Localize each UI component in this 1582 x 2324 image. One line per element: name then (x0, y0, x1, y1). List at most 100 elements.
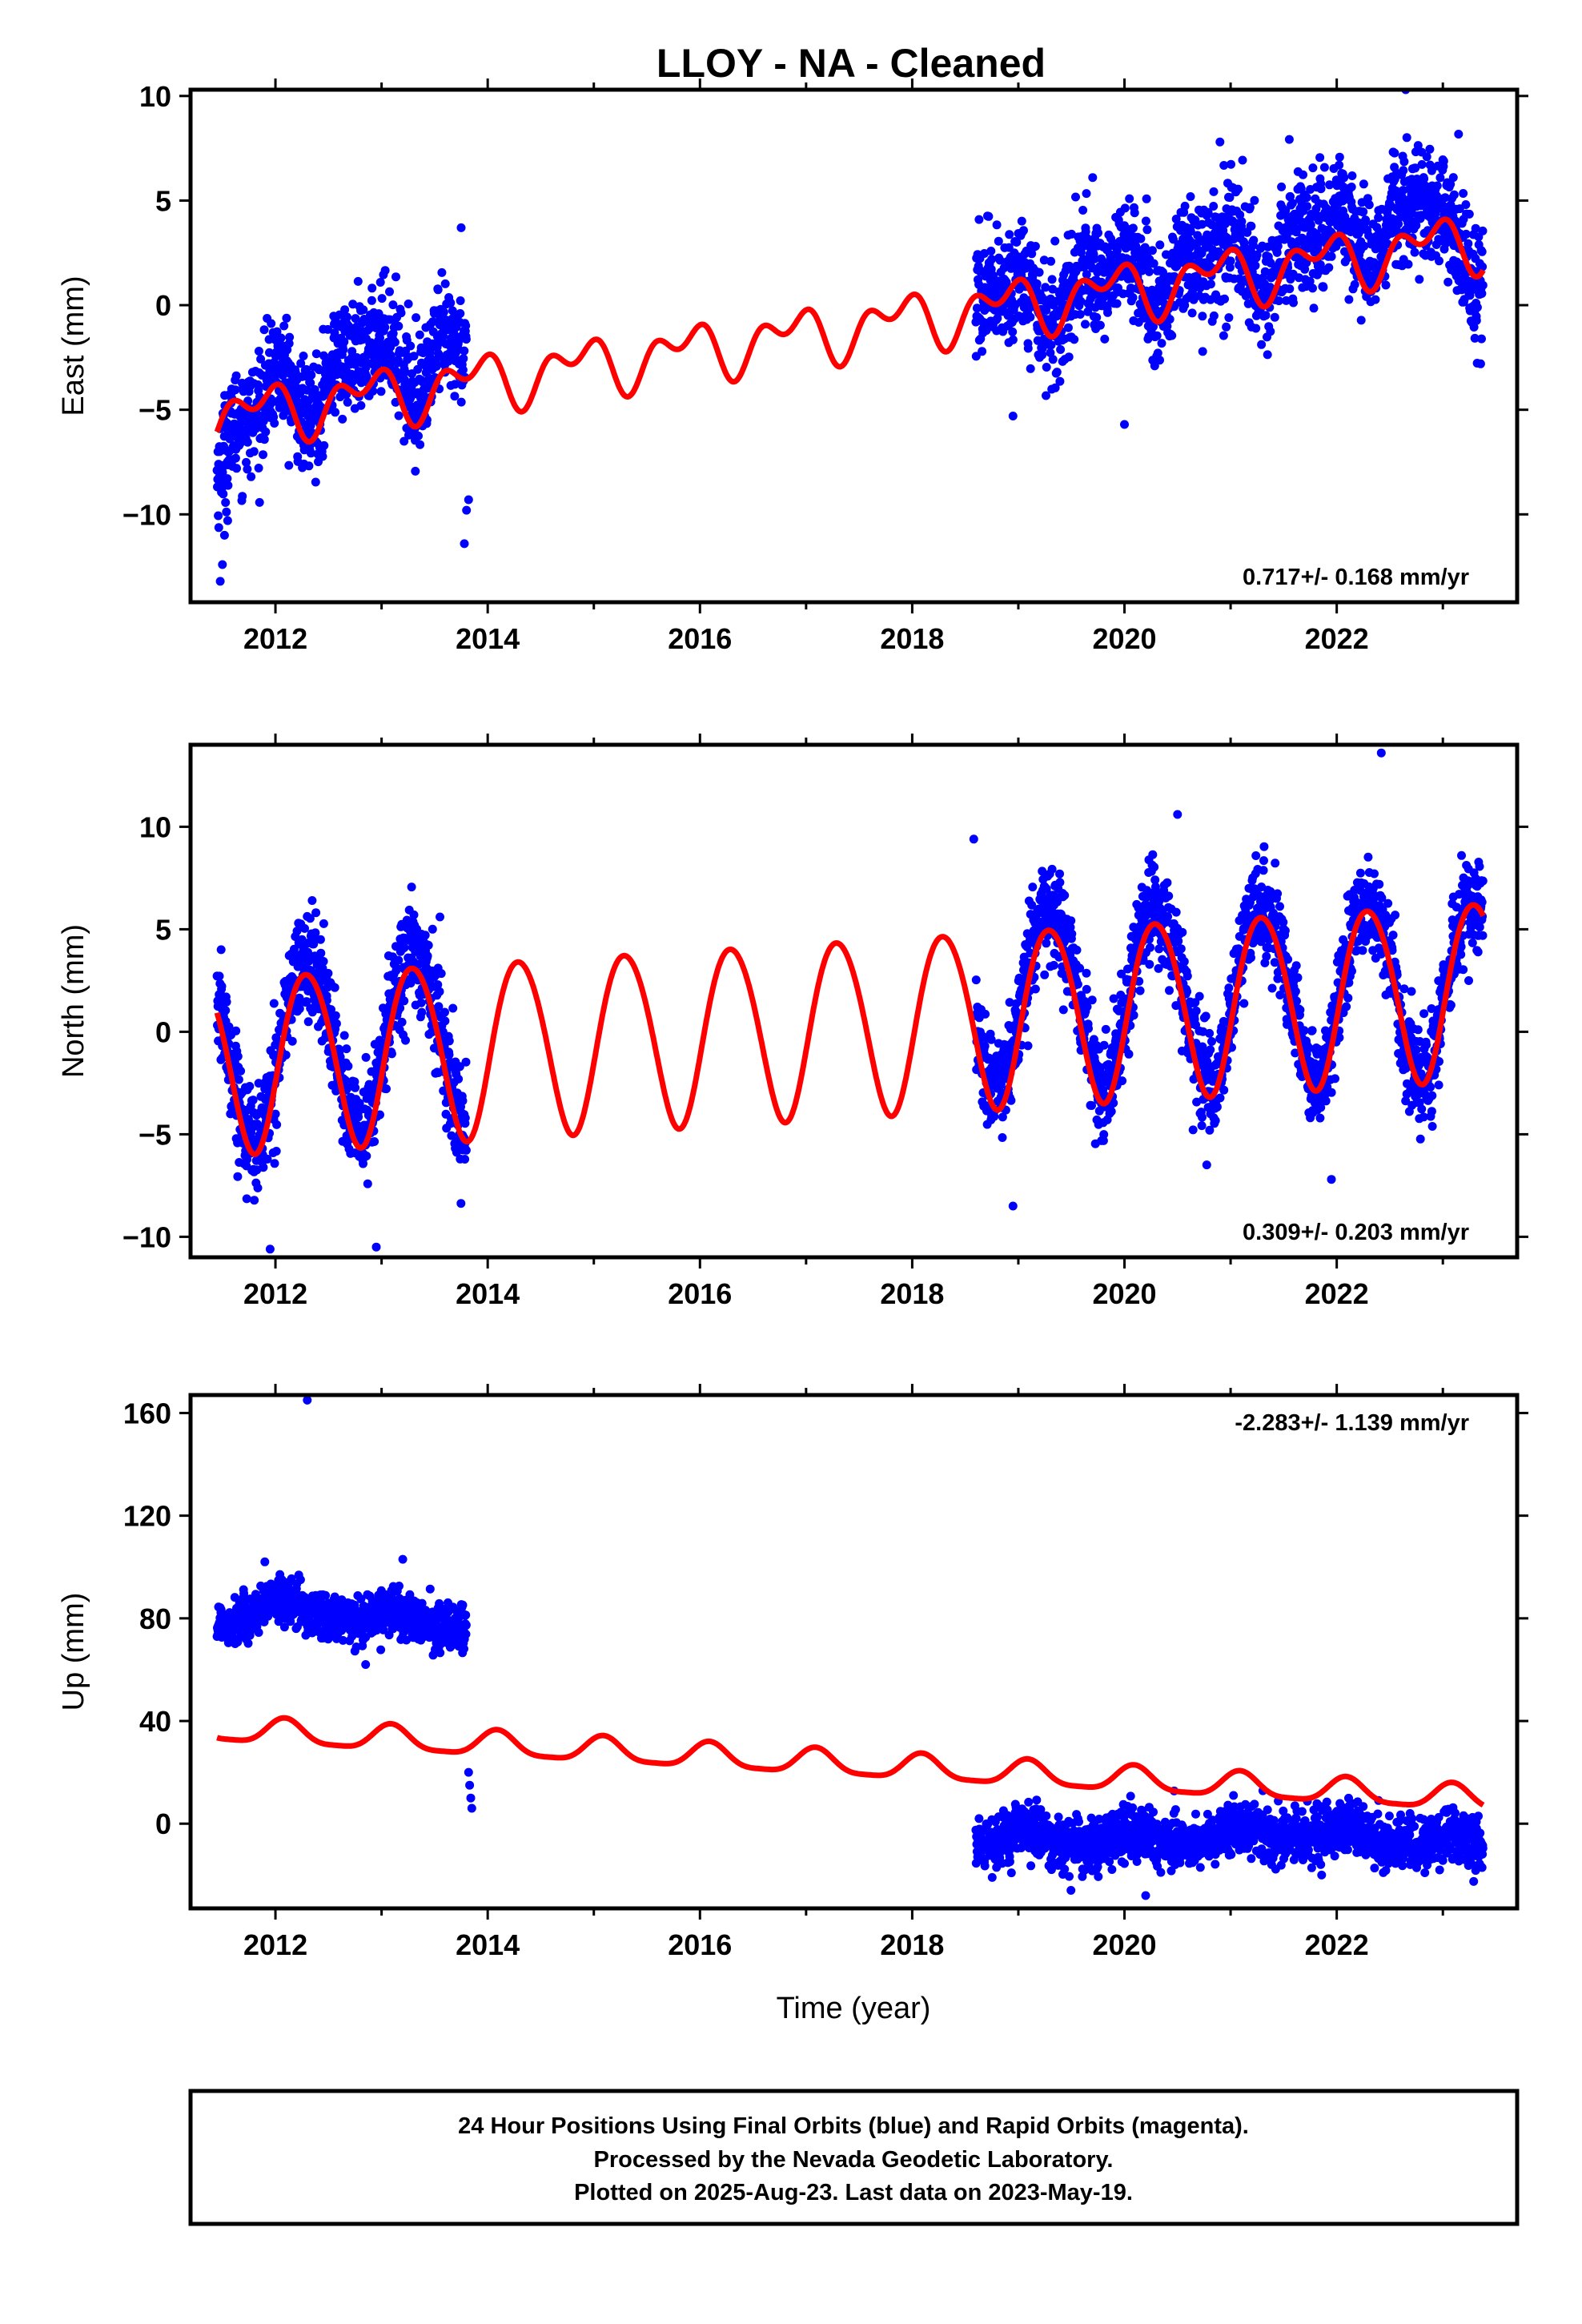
east-observation-point (1446, 179, 1456, 189)
north-observation-point (1388, 931, 1398, 940)
north-observation-point (1030, 984, 1040, 994)
east-observation-point (1094, 228, 1102, 238)
east-observation-point (243, 464, 252, 474)
east-observation-point (1325, 180, 1335, 190)
north-observation-point (1198, 1112, 1207, 1122)
north-observation-point (1075, 963, 1085, 973)
east-observation-point (259, 450, 267, 460)
east-observation-point (231, 385, 240, 395)
east-observation-point (356, 400, 366, 410)
east-observation-point (1464, 209, 1474, 219)
north-observation-point (222, 997, 231, 1007)
east-observation-point (259, 435, 269, 444)
east-observation-point (1411, 163, 1420, 173)
east-observation-point (1128, 293, 1138, 303)
east-observation-point (1302, 193, 1311, 203)
east-outlier-point (460, 539, 469, 549)
east-observation-point (390, 337, 400, 347)
north-observation-point (1082, 968, 1091, 978)
east-observation-point (1443, 277, 1453, 287)
east-observation-point (1147, 246, 1157, 255)
north-observation-point (1135, 986, 1145, 995)
east-observation-point (353, 276, 363, 286)
east-observation-point (1464, 239, 1473, 248)
north-observation-point (400, 996, 409, 1006)
north-observation-point (1259, 842, 1269, 851)
east-observation-point (1251, 324, 1261, 333)
east-observation-point (343, 312, 351, 322)
north-observation-point (1150, 875, 1160, 885)
north-observation-point (1299, 1026, 1309, 1035)
east-observation-point (450, 392, 460, 401)
north-observation-point (1176, 944, 1186, 954)
east-observation-point (432, 360, 442, 370)
east-outlier-point (218, 560, 227, 569)
north-observation-point (1171, 907, 1181, 917)
east-observation-point (231, 371, 241, 380)
east-observation-point (428, 317, 438, 327)
east-observation-point (261, 427, 271, 436)
north-observation-point (1363, 852, 1373, 862)
north-observation-point (1403, 1079, 1411, 1088)
north-observation-point (1407, 987, 1416, 996)
east-x-tick-label: 2020 (1092, 622, 1156, 655)
north-observation-point (1273, 889, 1283, 899)
east-observation-point (232, 464, 241, 473)
east-observation-point (1335, 160, 1344, 170)
east-observation-point (1470, 333, 1480, 343)
north-observation-point (1401, 1096, 1411, 1106)
north-observation-point (1259, 866, 1268, 875)
east-observation-point (1449, 190, 1459, 199)
east-observation-point (1235, 210, 1245, 219)
north-observation-point (233, 1172, 243, 1181)
north-observation-point (1099, 1040, 1109, 1050)
north-observation-point (382, 1084, 391, 1094)
east-observation-point (987, 255, 997, 264)
north-observation-point (1347, 967, 1356, 976)
east-observation-point (296, 359, 306, 368)
east-observation-point (1347, 171, 1357, 180)
east-observation-point (1274, 296, 1283, 306)
east-observation-point (214, 511, 223, 521)
east-outlier-point (1008, 412, 1018, 420)
east-observation-point (351, 314, 360, 324)
east-observation-point (461, 335, 471, 344)
east-y-tick-label: −10 (122, 498, 171, 531)
east-observation-point (1359, 207, 1368, 216)
north-observation-point (396, 1003, 405, 1013)
east-observation-point (400, 436, 409, 446)
east-observation-point (459, 354, 468, 364)
east-observation-point (1209, 202, 1219, 211)
north-observation-point (1375, 879, 1384, 889)
north-observation-point (1275, 991, 1285, 999)
east-observation-point (1026, 364, 1035, 373)
east-observation-point (1141, 216, 1150, 226)
north-observation-point (216, 945, 226, 955)
east-observation-point (1306, 220, 1315, 230)
east-observation-point (1249, 235, 1259, 245)
north-observation-point (224, 1022, 234, 1031)
north-observation-point (1027, 900, 1037, 910)
east-observation-point (331, 408, 340, 417)
north-observation-point (1099, 1130, 1109, 1140)
north-observation-point (1178, 927, 1187, 937)
north-observation-point (1295, 1005, 1305, 1015)
east-observation-point (249, 447, 259, 456)
north-observation-point (428, 924, 437, 934)
east-observation-point (413, 364, 423, 374)
east-observation-point (221, 498, 231, 507)
east-observation-point (1082, 234, 1092, 243)
north-observation-point (1101, 1024, 1110, 1034)
north-observation-point (1192, 1097, 1202, 1107)
north-observation-point (1291, 961, 1301, 971)
east-observation-point (409, 352, 419, 361)
east-observation-point (1374, 213, 1383, 223)
east-observation-point (1038, 350, 1047, 360)
north-observation-point (1118, 1076, 1127, 1086)
east-observation-point (1203, 207, 1213, 217)
north-observation-point (233, 1051, 243, 1061)
north-observation-point (1073, 979, 1082, 989)
north-observation-point (998, 1133, 1007, 1142)
north-observation-point (1247, 953, 1255, 963)
